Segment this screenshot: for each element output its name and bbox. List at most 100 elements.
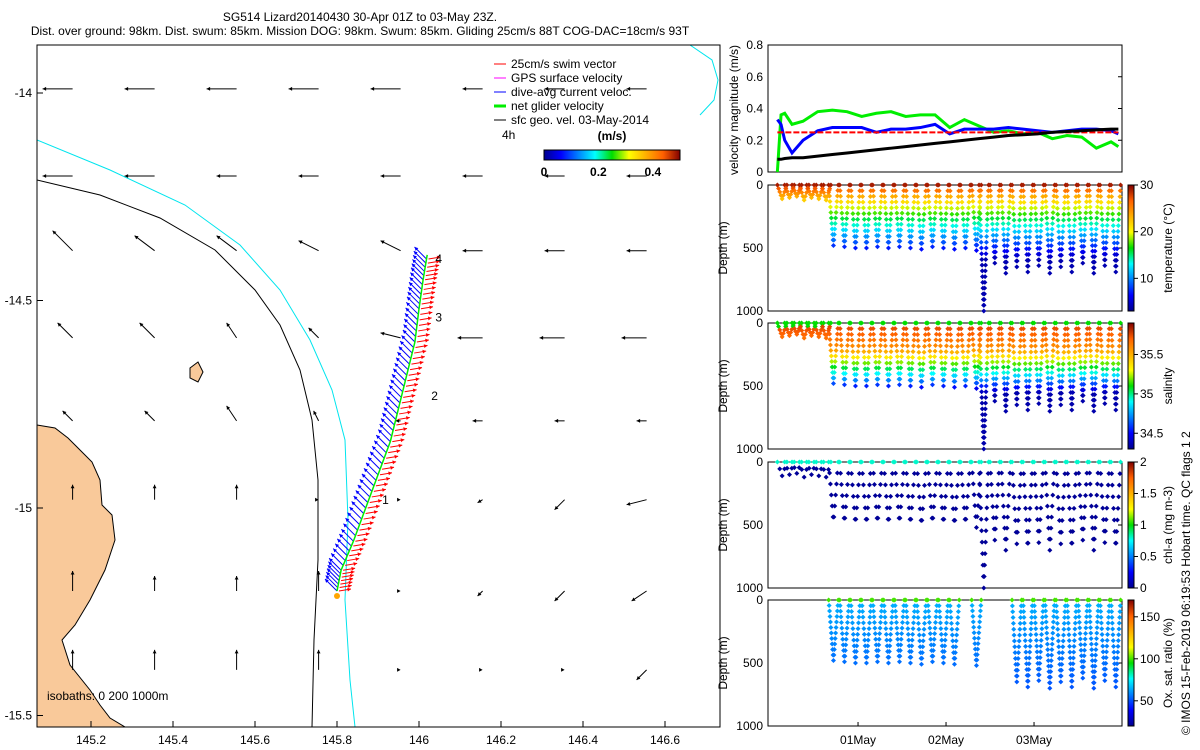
data-point [860,205,866,211]
data-point [1088,630,1094,636]
data-point [856,199,862,205]
data-point [1023,649,1029,655]
data-point [839,354,845,360]
data-point [1105,626,1111,632]
credit-text: © IMOS 15-Feb-2019 06:19:53 Hobart time.… [1179,431,1193,735]
data-point [854,366,860,372]
data-point [1006,342,1012,348]
data-point [936,188,942,194]
data-point [1109,205,1115,211]
data-point [1043,331,1049,337]
data-point [969,597,975,603]
data-point [899,348,905,354]
data-point [939,366,945,372]
data-point [853,377,859,383]
data-point [926,199,932,205]
data-point [1006,353,1012,359]
data-point [1038,637,1044,643]
geo-velocity-arrow-head [62,410,67,415]
data-point [826,182,832,188]
data-point [994,504,1000,510]
data-point [1006,481,1012,487]
data-point [1104,222,1110,228]
data-point [1083,342,1089,348]
data-point [1061,211,1067,217]
data-point [1021,609,1027,615]
data-point [904,193,910,199]
data-point [1076,470,1082,476]
geo-velocity-arrow-head [626,174,631,178]
data-point [1083,625,1089,631]
data-point [1014,396,1020,402]
data-point [940,245,946,251]
geo-velocity-arrow-head [315,497,319,502]
data-point [999,337,1005,343]
data-point [888,349,894,355]
data-point [943,493,949,499]
data-point [1043,199,1049,205]
data-point [1114,378,1120,384]
data-point [1049,370,1055,376]
data-point [1067,649,1073,655]
data-point [861,349,867,355]
data-point [834,481,839,487]
data-point [1061,494,1067,500]
data-point [889,482,894,488]
data-point [903,459,909,465]
data-point [1075,320,1081,326]
data-point [958,326,964,332]
x-tick-label: 145.8 [322,733,352,747]
data-point [978,360,984,366]
data-point [1017,343,1023,349]
data-point [937,608,943,614]
data-point [1025,407,1031,413]
data-point [1003,403,1009,409]
data-point [1039,494,1045,500]
data-point [1094,342,1100,348]
dive-avg-current-arrow-head [379,424,384,428]
data-point [1118,459,1124,465]
data-point [1113,672,1119,678]
dive-avg-current-arrow-head [402,330,407,334]
data-point [1016,223,1022,229]
data-point [1043,193,1049,199]
data-point [971,635,977,641]
dive-avg-current-arrow-head [328,561,333,566]
data-point [908,654,914,660]
data-point [1115,366,1121,372]
data-point [979,406,985,412]
data-point [974,652,980,658]
data-point [1000,503,1006,509]
data-point [1010,609,1016,615]
data-point [1004,381,1010,387]
swim-vector-arrow-head [432,281,437,286]
data-point [1018,609,1024,615]
data-point [842,233,848,239]
data-point [856,608,862,614]
data-point [851,643,857,649]
data-point [892,459,898,465]
data-point [860,337,866,343]
data-point [1089,370,1095,376]
data-point [1054,482,1060,488]
data-point [1077,492,1083,498]
data-point [944,331,950,337]
data-point [1069,257,1075,263]
data-point [969,325,975,331]
data-point [894,354,900,360]
data-point [936,597,942,603]
data-point [914,459,920,465]
data-point [959,482,965,488]
data-point [848,603,854,609]
data-point [933,204,938,210]
velocity-y-label: velocity magnitude (m/s) [727,45,741,175]
swim-vector-arrow-head [418,366,423,371]
data-point [1039,620,1045,626]
data-point [1072,205,1078,211]
data-point [1050,619,1056,625]
data-point [982,562,988,568]
data-point [1078,370,1084,376]
data-point [940,383,946,389]
data-point [1082,370,1088,376]
data-point [1072,494,1078,500]
